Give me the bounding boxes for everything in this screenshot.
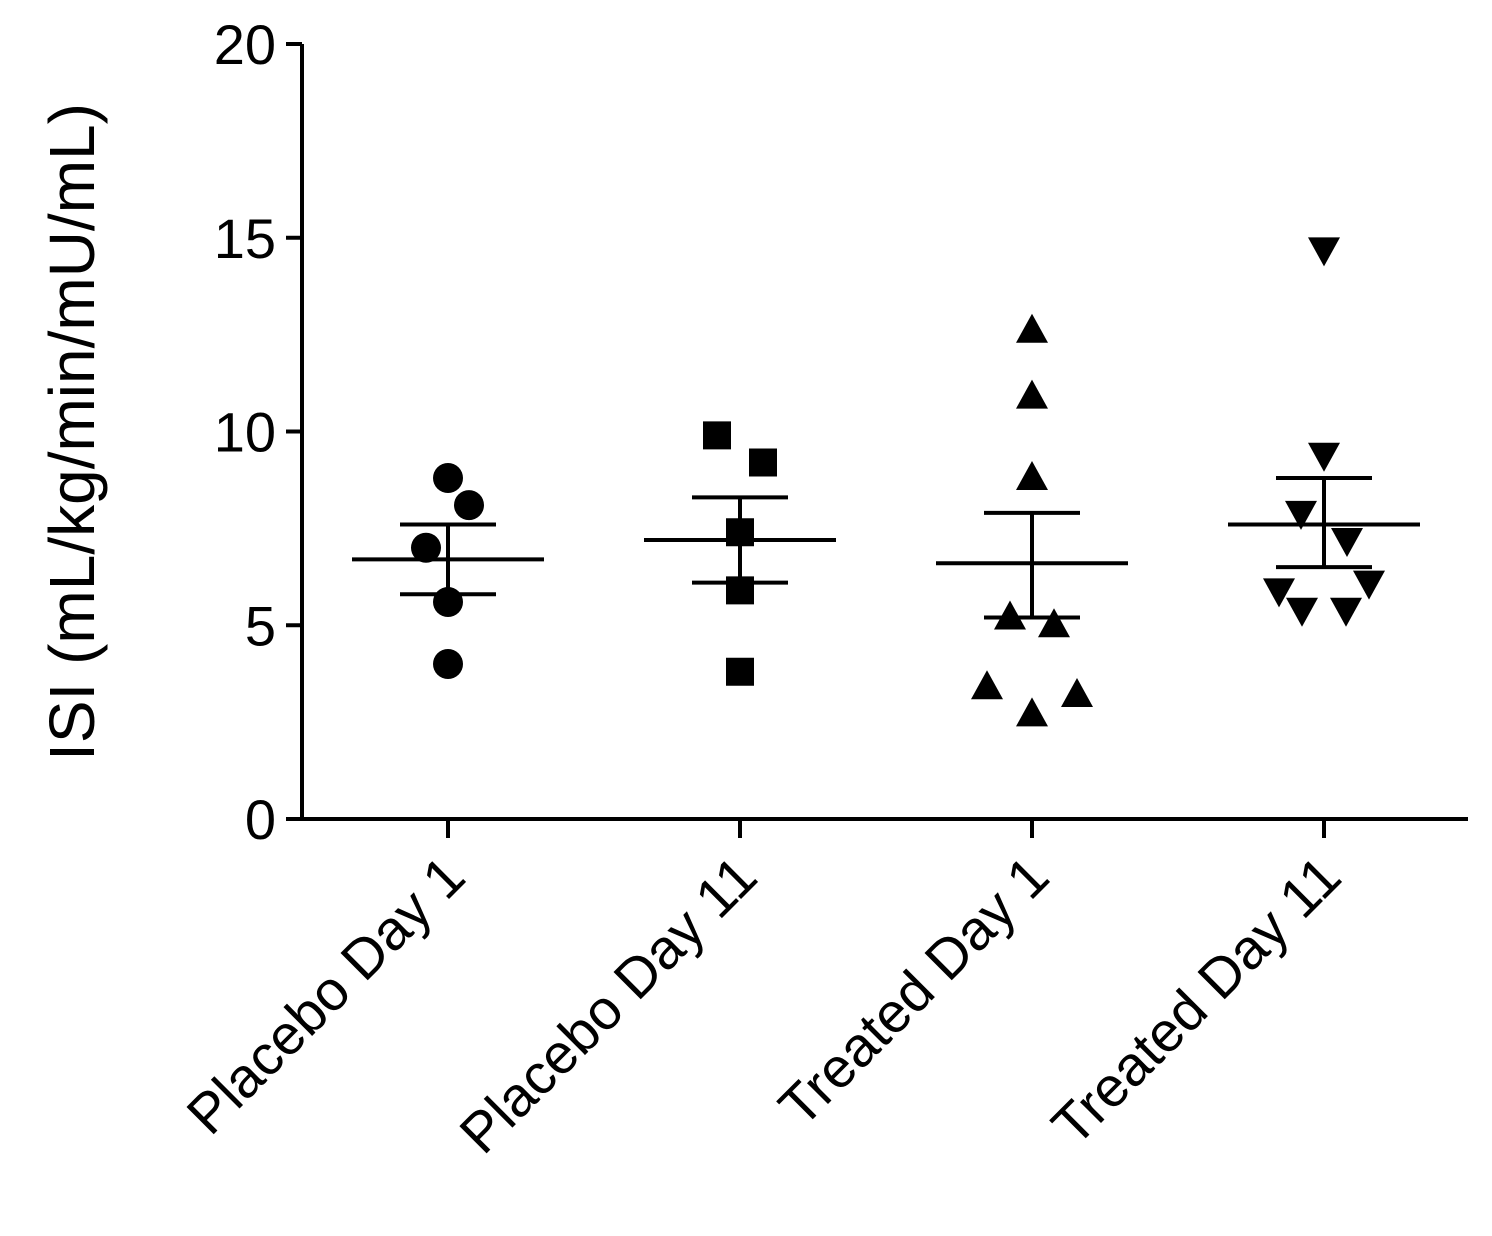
data-point-triangle-up: [971, 670, 1003, 700]
data-points: [411, 237, 1385, 727]
y-tick-label: 10: [214, 401, 276, 464]
data-point-triangle-up: [1038, 608, 1070, 638]
x-tick-label: Placebo Day 11: [447, 844, 768, 1165]
x-tick-label: Placebo Day 1: [174, 844, 476, 1146]
data-point-triangle-down: [1286, 597, 1318, 627]
data-point-square: [726, 518, 754, 547]
data-point-triangle-down: [1285, 500, 1317, 530]
data-point-triangle-up: [1016, 379, 1048, 409]
data-point-triangle-up: [1016, 313, 1048, 343]
data-point-square: [726, 576, 754, 605]
data-point-triangle-up: [1016, 461, 1048, 490]
data-point-square: [703, 421, 731, 450]
x-tick-label: Treated Day 11: [1039, 844, 1352, 1157]
y-axis-label: ISI (mL/kg/min/mU/mL): [36, 103, 108, 761]
y-tick-label: 20: [214, 13, 276, 76]
data-point-triangle-down: [1263, 578, 1295, 608]
data-point-triangle-down: [1308, 442, 1340, 472]
data-point-triangle-down: [1308, 237, 1340, 267]
x-tick-label: Treated Day 1: [766, 844, 1060, 1138]
y-tick-label: 5: [245, 594, 276, 657]
axes: [286, 44, 1468, 821]
data-point-circle: [454, 490, 484, 521]
data-point-triangle-up: [994, 600, 1026, 630]
data-point-circle: [411, 532, 441, 563]
data-point-square: [749, 448, 777, 477]
data-point-circle: [433, 463, 463, 493]
data-point-triangle-down: [1330, 597, 1362, 627]
data-point-triangle-down: [1331, 528, 1363, 557]
y-ticks: 0 5 10 15 20: [214, 13, 302, 851]
data-point-circle: [433, 649, 463, 679]
data-point-triangle-up: [1061, 678, 1093, 707]
data-point-triangle-down: [1353, 570, 1385, 600]
mean-sem-bars: [352, 476, 1420, 620]
data-point-triangle-up: [1016, 697, 1048, 727]
y-tick-label: 15: [214, 207, 276, 270]
y-tick-label: 0: [245, 788, 276, 851]
data-point-circle: [433, 587, 463, 617]
data-point-square: [726, 657, 754, 686]
